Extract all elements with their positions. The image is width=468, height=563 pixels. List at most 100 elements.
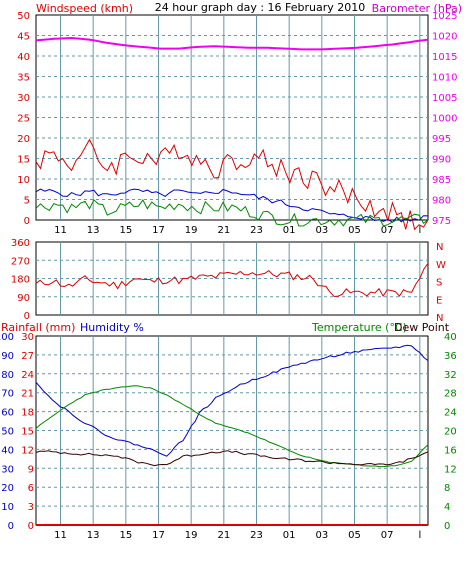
barometer-tick-label: 995 bbox=[432, 134, 451, 145]
direction-compass-label: W bbox=[436, 260, 446, 271]
direction-degree-label: 90 bbox=[17, 293, 30, 304]
time-tick-label: 03 bbox=[315, 225, 328, 236]
windspeed-tick-label: 45 bbox=[17, 32, 30, 43]
time-tick-label: 15 bbox=[119, 225, 132, 236]
humidity-tick-label: 90 bbox=[1, 351, 14, 362]
series-barometer bbox=[35, 36, 429, 51]
temperature-tick-label: 32 bbox=[444, 370, 457, 381]
windspeed-tick-label: 10 bbox=[17, 175, 30, 186]
direction-degree-label: 270 bbox=[11, 256, 30, 267]
temp-series bbox=[35, 344, 429, 526]
windspeed-tick-label: 35 bbox=[17, 73, 30, 84]
humidity-tick-label: 0 bbox=[8, 521, 14, 532]
time-tick-label: 11 bbox=[54, 530, 67, 541]
barometer-tick-label: 1020 bbox=[432, 32, 457, 43]
barometer-tick-label: 1000 bbox=[432, 114, 457, 125]
time-tick-label: 15 bbox=[119, 530, 132, 541]
direction-degree-label: 360 bbox=[11, 238, 30, 249]
temperature-tick-label: 28 bbox=[444, 389, 457, 400]
rainfall-tick-label: 0 bbox=[28, 521, 34, 532]
graph-day-title: 24 hour graph day : 16 February 2010 bbox=[155, 1, 366, 14]
rainfall-tick-label: 15 bbox=[21, 427, 34, 438]
time-tick-label: 11 bbox=[54, 225, 67, 236]
temperature-tick-label: 16 bbox=[444, 445, 457, 456]
rainfall-tick-label: 3 bbox=[28, 502, 34, 513]
series-temperature bbox=[35, 385, 429, 468]
rainfall-axis-title: Rainfall (mm) bbox=[1, 321, 75, 334]
wind-panel-grid bbox=[36, 15, 428, 220]
dewpoint-axis-title: Dew Point bbox=[394, 321, 450, 334]
windspeed-tick-label: 30 bbox=[17, 93, 30, 104]
time-tick-label: 05 bbox=[348, 530, 361, 541]
time-tick-label: 01 bbox=[283, 225, 296, 236]
humidity-tick-label: 10 bbox=[1, 502, 14, 513]
barometer-tick-label: 980 bbox=[432, 196, 451, 207]
humidity-axis-title: Humidity % bbox=[80, 321, 144, 334]
time-tick-label: 21 bbox=[217, 530, 230, 541]
time-tick-label: l bbox=[418, 225, 421, 236]
time-tick-label: 13 bbox=[87, 225, 100, 236]
temperature-axis-title: Temperature (°C) bbox=[311, 321, 407, 334]
barometer-tick-label: 985 bbox=[432, 175, 451, 186]
humidity-tick-label: 20 bbox=[1, 483, 14, 494]
windspeed-tick-label: 25 bbox=[17, 114, 30, 125]
temperature-tick-label: 12 bbox=[444, 464, 457, 475]
time-tick-label: 19 bbox=[185, 225, 198, 236]
windspeed-tick-label: 5 bbox=[24, 196, 30, 207]
barometer-ticks: 975 980 985 990 995 1000 1005 1010 1015 1020 1025 bbox=[432, 11, 457, 227]
time-tick-label: 01 bbox=[283, 530, 296, 541]
series-wind-avg bbox=[35, 188, 429, 223]
barometer-axis-title: Barometer (hPa) bbox=[372, 2, 462, 15]
barometer-tick-label: 990 bbox=[432, 155, 451, 166]
rainfall-tick-label: 6 bbox=[28, 483, 34, 494]
barometer-tick-label: 1010 bbox=[432, 73, 457, 84]
rainfall-tick-label: 12 bbox=[21, 445, 34, 456]
rainfall-tick-label: 21 bbox=[21, 389, 34, 400]
temperature-tick-label: 24 bbox=[444, 408, 457, 419]
temp-panel-grid bbox=[36, 336, 428, 525]
time-tick-label: 17 bbox=[152, 225, 165, 236]
temperature-tick-label: 8 bbox=[444, 483, 450, 494]
direction-compass-label: N bbox=[436, 242, 443, 253]
humidity-tick-label: 40 bbox=[1, 445, 14, 456]
direction-series bbox=[35, 263, 429, 298]
wind-time-ticks: 11 13 15 17 19 21 23 01 03 05 07 l bbox=[54, 225, 421, 236]
direction-degree-ticks: 0 90 180 270 360 bbox=[11, 238, 30, 322]
time-tick-label: l bbox=[418, 530, 421, 541]
temperature-tick-label: 20 bbox=[444, 427, 457, 438]
windspeed-tick-label: 15 bbox=[17, 155, 30, 166]
time-tick-label: 21 bbox=[217, 225, 230, 236]
direction-compass-label: E bbox=[436, 295, 442, 306]
windspeed-tick-label: 20 bbox=[17, 134, 30, 145]
time-tick-label: 07 bbox=[381, 530, 394, 541]
direction-panel-grid bbox=[36, 242, 428, 315]
rainfall-tick-label: 24 bbox=[21, 370, 34, 381]
direction-degree-label: 180 bbox=[11, 275, 30, 286]
time-tick-label: 23 bbox=[250, 530, 263, 541]
temperature-tick-label: 40 bbox=[444, 332, 457, 343]
series-humidity bbox=[35, 344, 429, 457]
barometer-tick-label: 1005 bbox=[432, 93, 457, 104]
humidity-tick-label: 50 bbox=[1, 427, 14, 438]
rainfall-tick-label: 9 bbox=[28, 464, 34, 475]
time-tick-label: 19 bbox=[185, 530, 198, 541]
time-tick-label: 13 bbox=[87, 530, 100, 541]
humidity-tick-label: 100 bbox=[0, 332, 14, 343]
windspeed-tick-label: 40 bbox=[17, 52, 30, 63]
time-tick-label: 03 bbox=[315, 530, 328, 541]
temperature-tick-label: 36 bbox=[444, 351, 457, 362]
direction-compass-label: N bbox=[436, 313, 443, 324]
temp-panel-frame bbox=[35, 335, 429, 526]
time-tick-label: 23 bbox=[250, 225, 263, 236]
windspeed-tick-label: 50 bbox=[17, 11, 30, 22]
series-wind-direction bbox=[35, 263, 429, 298]
series-wind-speed bbox=[35, 138, 429, 231]
time-tick-label: 05 bbox=[348, 225, 361, 236]
temperature-tick-label: 4 bbox=[444, 502, 450, 513]
humidity-tick-label: 80 bbox=[1, 370, 14, 381]
time-tick-label: 17 bbox=[152, 530, 165, 541]
